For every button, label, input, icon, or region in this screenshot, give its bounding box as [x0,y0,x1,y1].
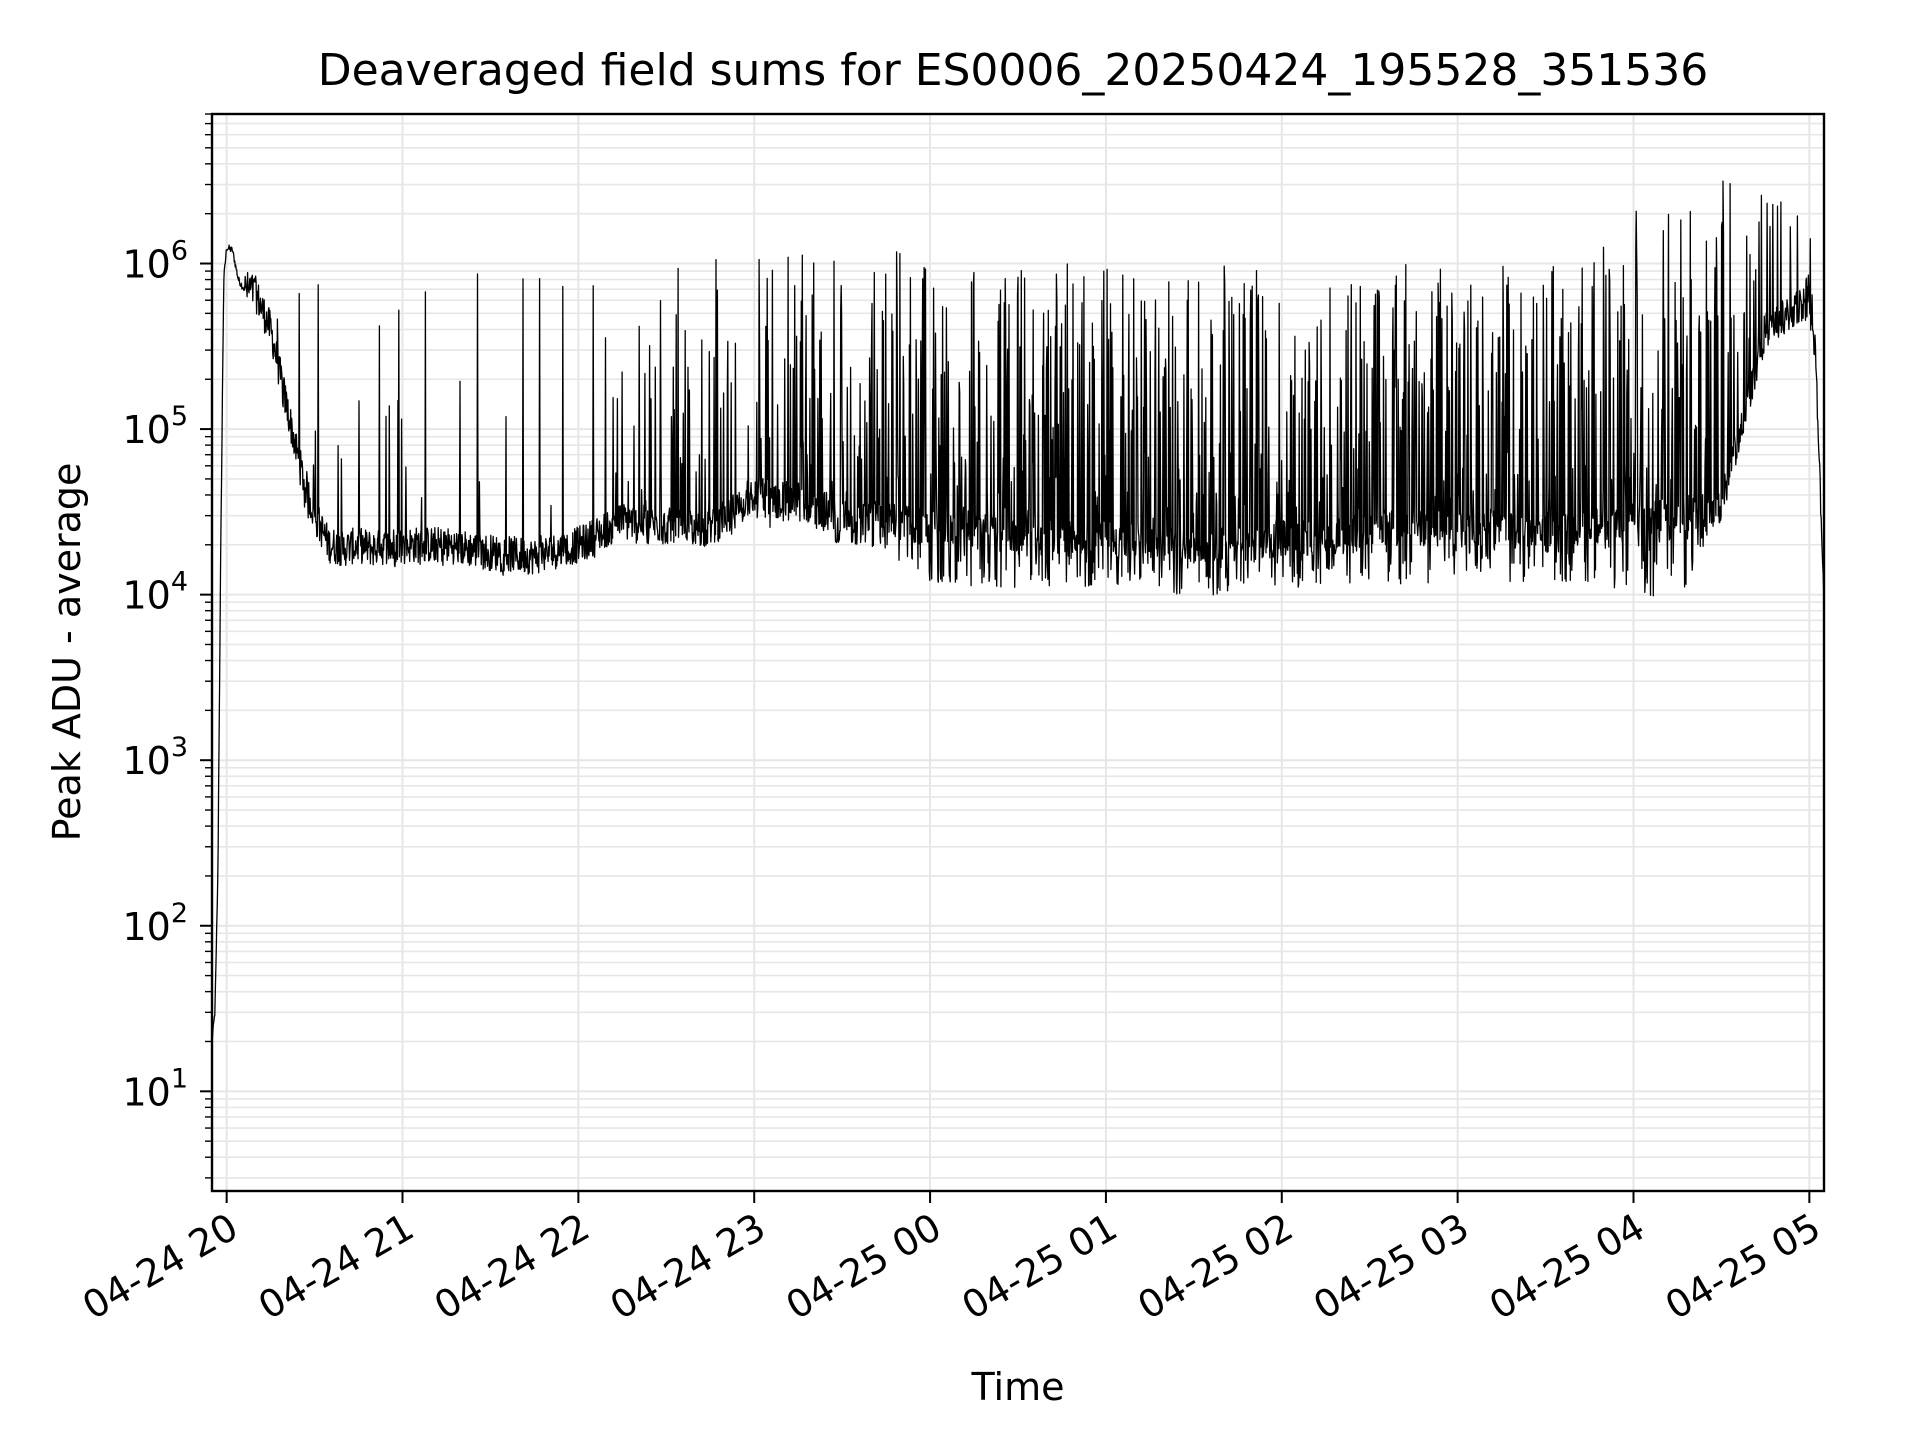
y-tick-label-exponent: 1 [171,1063,188,1094]
data-layer [211,180,1825,1041]
y-axis-label: Peak ADU - average [45,463,89,842]
y-tick-label-exponent: 2 [171,898,188,929]
y-tick-label-exponent: 6 [171,236,188,267]
y-tick-label-exponent: 3 [171,732,188,763]
data-series-line [211,180,1825,1041]
y-tick-label: 102 [122,898,188,949]
y-tick-label-base: 10 [122,739,170,783]
y-tick-label: 101 [122,1063,188,1114]
x-axis-label: Time [971,1365,1065,1409]
y-tick-label-base: 10 [122,574,170,618]
y-tick-label-base: 10 [122,408,170,452]
chart-title: Deaveraged field sums for ES0006_2025042… [318,45,1709,96]
y-tick-label-base: 10 [122,243,170,287]
y-tick-label-exponent: 4 [171,567,188,598]
y-tick-label: 103 [122,732,188,783]
y-tick-label: 105 [122,401,188,452]
y-tick-label: 106 [122,236,188,287]
y-tick-label-base: 10 [122,1070,170,1114]
plot-frame [210,112,1826,1193]
y-tick-label: 104 [122,567,188,618]
y-tick-label-exponent: 5 [171,401,188,432]
y-tick-label-base: 10 [122,905,170,949]
